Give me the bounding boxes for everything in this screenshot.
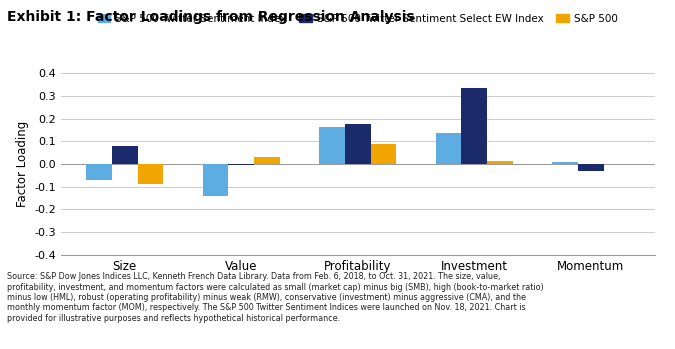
Bar [228,164,254,165]
Bar [578,164,603,171]
Bar [462,88,487,164]
Legend: S&P 500 Twitter Sentiment Index, S&P 500 Twitter Sentiment Select EW Index, S&P : S&P 500 Twitter Sentiment Index, S&P 500… [94,9,622,28]
Bar [319,127,345,164]
Bar [487,161,512,164]
Text: Exhibit 1: Factor Loadings from Regression Analysis: Exhibit 1: Factor Loadings from Regressi… [7,10,414,24]
Bar [552,162,578,164]
Bar [86,164,112,180]
Bar [138,164,163,184]
Bar [203,164,228,196]
Bar [254,157,279,164]
Bar [345,124,371,164]
Bar [436,133,462,164]
Bar [371,144,396,164]
Text: Source: S&P Dow Jones Indices LLC, Kenneth French Data Library. Data from Feb. 6: Source: S&P Dow Jones Indices LLC, Kenne… [7,272,543,323]
Bar [112,146,138,164]
Y-axis label: Factor Loading: Factor Loading [16,121,28,207]
